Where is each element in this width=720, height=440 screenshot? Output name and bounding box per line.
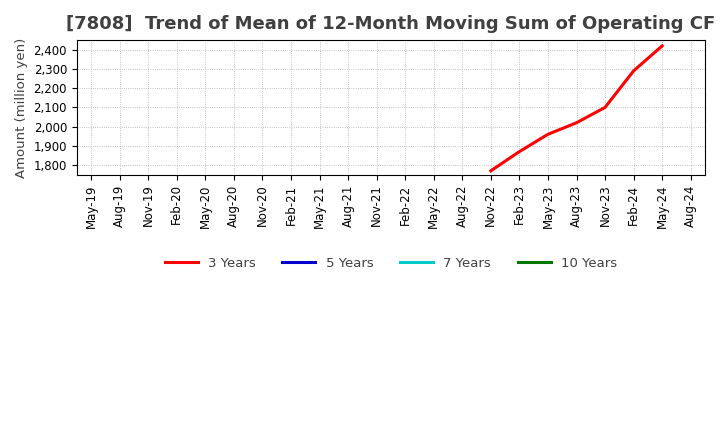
3 Years: [629, 68, 638, 73]
3 Years: [515, 149, 523, 154]
Title: [7808]  Trend of Mean of 12-Month Moving Sum of Operating CF: [7808] Trend of Mean of 12-Month Moving …: [66, 15, 716, 33]
3 Years: [487, 168, 495, 173]
Y-axis label: Amount (million yen): Amount (million yen): [15, 37, 28, 177]
3 Years: [544, 132, 552, 137]
3 Years: [658, 43, 667, 48]
Line: 3 Years: 3 Years: [491, 46, 662, 171]
3 Years: [600, 105, 609, 110]
3 Years: [572, 120, 581, 125]
Legend: 3 Years, 5 Years, 7 Years, 10 Years: 3 Years, 5 Years, 7 Years, 10 Years: [159, 251, 623, 275]
